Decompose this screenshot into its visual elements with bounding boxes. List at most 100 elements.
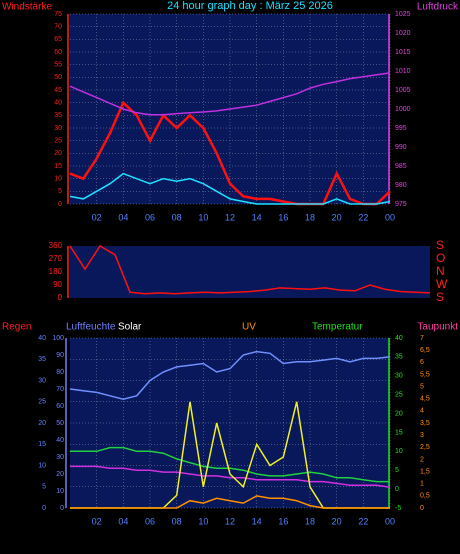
series-name: Solar [118,322,142,333]
y-tick-label: W [436,277,448,291]
axis-title: Luftdruck [417,2,459,13]
y-tick-label: 1025 [395,11,411,18]
series-line [69,244,431,295]
y-tick-label: 1010 [395,68,411,75]
x-tick-label: 02 [92,212,102,222]
x-tick-label: 10 [198,516,208,526]
y-tick-label: 0 [58,201,62,208]
x-tick-label: 06 [145,516,155,526]
y-tick-label: 10 [395,448,403,455]
x-tick-label: 20 [332,516,342,526]
y-tick-label: 45 [54,87,62,94]
y-tick-label: 30 [54,125,62,132]
x-tick-label: 16 [278,212,288,222]
y-tick-label: 1 [420,481,424,488]
y-tick-label: 0 [395,486,399,493]
axis-title: Regen [2,322,31,333]
y-tick-label: 40 [395,335,403,342]
y-tick-label: 10 [56,488,64,495]
y-tick-label: 7 [420,335,424,342]
y-tick-label: 6 [420,359,424,366]
x-tick-label: 12 [225,516,235,526]
y-tick-label: 20 [38,420,46,427]
y-tick-label: 15 [54,163,62,170]
x-tick-label: 20 [332,212,342,222]
y-tick-label: 0 [420,505,424,512]
y-tick-label: 30 [395,373,403,380]
series-name: UV [242,322,256,333]
graph-title: 24 hour graph day : März 25 2026 [167,0,333,12]
y-tick-label: 55 [54,62,62,69]
series-line [69,100,391,206]
series-line [70,465,391,488]
y-tick-label: 3 [420,432,424,439]
y-tick-label: 50 [54,74,62,81]
y-tick-label: 4,5 [420,396,430,403]
y-tick-label: 80 [56,369,64,376]
y-tick-label: 1000 [395,106,411,113]
y-tick-label: 3,5 [420,420,430,427]
x-tick-label: 18 [305,212,315,222]
y-tick-label: 1015 [395,49,411,56]
y-tick-label: 20 [56,471,64,478]
y-tick-label: 60 [56,403,64,410]
x-tick-label: 22 [358,516,368,526]
y-tick-label: 5 [42,484,46,491]
y-tick-label: 60 [54,49,62,56]
y-tick-label: 25 [38,399,46,406]
y-tick-label: 2,5 [420,444,430,451]
y-tick-label: 4 [420,408,424,415]
axis-title: Luftfeuchte [66,322,116,333]
y-tick-label: 0,5 [420,493,430,500]
y-tick-label: 180 [49,267,63,276]
y-tick-label: 270 [49,254,63,263]
axis-title: Taupunkt [417,322,458,333]
x-tick-label: 00 [385,212,395,222]
series-line [69,350,391,400]
y-tick-label: 20 [54,150,62,157]
y-tick-label: 995 [395,125,407,132]
x-tick-label: 10 [198,212,208,222]
y-tick-label: 35 [395,354,403,361]
y-tick-label: 985 [395,163,407,170]
x-tick-label: 18 [305,516,315,526]
x-tick-label: 14 [252,516,262,526]
y-tick-label: 15 [395,429,403,436]
y-tick-label: 5 [420,383,424,390]
y-tick-label: N [436,264,445,278]
y-tick-label: 50 [56,420,64,427]
y-tick-label: 0 [42,505,46,512]
y-tick-label: S [436,238,444,252]
x-tick-label: 04 [118,516,128,526]
y-tick-label: 40 [56,437,64,444]
x-tick-label: 02 [92,516,102,526]
y-tick-label: 5 [395,467,399,474]
y-tick-label: 40 [38,335,46,342]
y-tick-label: 40 [54,100,62,107]
y-tick-label: 990 [395,144,407,151]
x-tick-label: 08 [172,212,182,222]
y-tick-label: 6,5 [420,347,430,354]
x-tick-label: 06 [145,212,155,222]
y-tick-label: 20 [395,410,403,417]
y-tick-label: 0 [60,505,64,512]
series-line [70,446,390,483]
x-tick-label: 00 [385,516,395,526]
y-tick-label: 70 [56,386,64,393]
y-tick-label: 15 [38,441,46,448]
series-line [70,495,390,509]
y-tick-label: 90 [56,352,64,359]
y-tick-label: 10 [38,462,46,469]
y-tick-label: 10 [54,176,62,183]
y-tick-label: 30 [38,377,46,384]
y-tick-label: 35 [38,356,46,363]
x-tick-label: 22 [358,212,368,222]
y-tick-label: 65 [54,36,62,43]
y-tick-label: 360 [49,241,63,250]
y-tick-label: 100 [52,335,64,342]
y-tick-label: 35 [54,112,62,119]
x-tick-label: 16 [278,516,288,526]
x-tick-label: 08 [172,516,182,526]
y-tick-label: 975 [395,201,407,208]
